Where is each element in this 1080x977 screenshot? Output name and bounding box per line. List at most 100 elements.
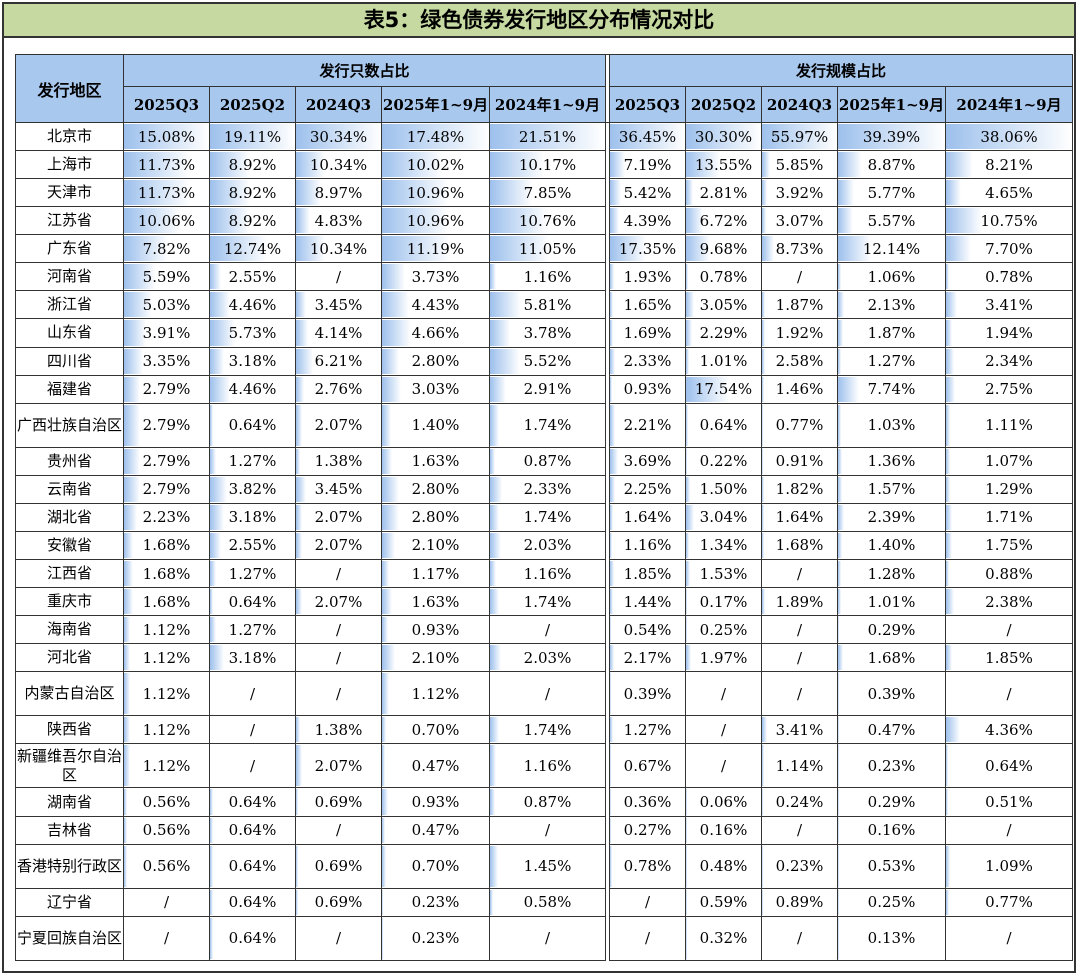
data-bar	[124, 817, 128, 843]
scale-value-cell: /	[685, 671, 762, 717]
region-cell: 江西省	[15, 558, 124, 589]
cell-value: 1.64%	[775, 508, 824, 527]
cell-value: 1.92%	[775, 323, 824, 342]
count-value-cell: 11.19%	[381, 234, 490, 264]
data-bar	[382, 589, 392, 615]
cell-value: 1.71%	[985, 508, 1033, 527]
region-cell: 海南省	[15, 615, 124, 645]
count-value-cell: 2.79%	[123, 446, 210, 476]
count-value-cell: 10.34%	[295, 234, 382, 264]
scale-value-cell: 4.36%	[945, 715, 1073, 745]
data-bar	[946, 504, 952, 530]
scale-value-cell: 0.06%	[685, 787, 762, 817]
scale-value-cell: 3.41%	[761, 715, 838, 745]
cell-value: /	[796, 267, 803, 286]
count-value-cell: 2.03%	[489, 643, 606, 673]
count-value-cell: 0.64%	[209, 843, 296, 889]
data-bar	[610, 589, 613, 615]
data-bar	[838, 124, 945, 150]
scale-column-header: 2025Q3	[609, 86, 686, 123]
cell-value: 1.63%	[411, 592, 460, 611]
region-cell: 江苏省	[15, 206, 124, 236]
data-bar	[838, 789, 839, 815]
cell-value: 1.38%	[314, 720, 363, 739]
scale-value-cell: 0.27%	[609, 815, 686, 845]
cell-value: 8.21%	[985, 155, 1033, 174]
cell-value: 21.51%	[518, 127, 577, 146]
cell-value: 1.27%	[228, 452, 277, 471]
count-value-cell: 3.18%	[209, 502, 296, 532]
data-bar	[210, 504, 225, 530]
count-value-cell: 10.76%	[489, 206, 606, 236]
cell-value: 0.22%	[699, 452, 748, 471]
count-column-header: 2025Q3	[123, 86, 210, 123]
cell-value: 0.54%	[623, 620, 672, 639]
cell-value: 0.69%	[314, 893, 363, 912]
cell-value: /	[335, 929, 342, 948]
table-row: 安徽省 1.68% 2.55% 2.07% 2.10% 2.03% 1.16% 1.34% 1.…	[15, 530, 1073, 560]
cell-value: 10.75%	[980, 211, 1038, 230]
data-bar	[382, 889, 384, 915]
count-value-cell: 1.40%	[381, 402, 490, 448]
cell-value: 1.50%	[699, 480, 748, 499]
cell-value: 0.47%	[411, 821, 460, 840]
data-bar	[382, 320, 411, 346]
scale-value-cell: 1.50%	[685, 474, 762, 504]
cell-value: 0.23%	[411, 929, 460, 948]
scale-value-cell: 8.87%	[837, 150, 946, 180]
scale-value-cell: 5.85%	[761, 150, 838, 180]
cell-value: 0.39%	[623, 684, 672, 703]
cell-value: 1.01%	[867, 592, 916, 611]
region-cell: 宁夏回族自治区	[15, 915, 124, 962]
cell-value: 1.57%	[867, 480, 916, 499]
data-bar	[610, 560, 614, 587]
count-value-cell: 0.64%	[209, 402, 296, 448]
data-bar	[686, 645, 691, 671]
data-bar	[124, 236, 169, 262]
scale-column-header: 2024年1~9月	[945, 86, 1073, 123]
data-bar	[382, 717, 387, 743]
cell-value: 0.56%	[142, 857, 191, 876]
data-bar	[762, 404, 764, 446]
scale-value-cell: 1.01%	[837, 587, 946, 617]
count-value-cell: 0.64%	[209, 815, 296, 845]
cell-value: 2.39%	[867, 508, 916, 527]
cell-value: 1.34%	[699, 536, 748, 555]
count-value-cell: 1.38%	[295, 715, 382, 745]
cell-value: 3.45%	[314, 295, 363, 314]
cell-value: 2.79%	[142, 480, 191, 499]
count-value-cell: /	[209, 671, 296, 717]
data-bar	[490, 320, 511, 346]
table-row: 宁夏回族自治区 / 0.64% / 0.23% / / 0.32% / 0.13% /	[15, 915, 1073, 962]
data-bar	[610, 645, 615, 671]
data-bar	[762, 532, 765, 558]
data-bar	[124, 589, 134, 615]
scale-value-cell: 5.77%	[837, 178, 946, 208]
data-bar	[124, 745, 131, 787]
cell-value: 3.45%	[314, 480, 363, 499]
data-bar	[838, 208, 854, 234]
data-bar	[762, 476, 765, 502]
data-bar	[124, 320, 147, 346]
cell-value: 0.29%	[867, 620, 916, 639]
scale-value-cell: 1.14%	[761, 743, 838, 789]
data-bar	[686, 476, 690, 502]
cell-value: 4.39%	[623, 211, 672, 230]
cell-value: 0.87%	[523, 452, 572, 471]
count-value-cell: 4.83%	[295, 206, 382, 236]
count-value-cell: /	[295, 643, 382, 673]
cell-value: 1.14%	[775, 756, 824, 775]
cell-value: 0.64%	[228, 592, 277, 611]
data-bar	[124, 789, 128, 815]
cell-value: 0.70%	[411, 857, 460, 876]
count-value-cell: 2.79%	[123, 374, 210, 404]
data-bar	[838, 504, 845, 530]
cell-value: 1.97%	[699, 648, 748, 667]
region-cell: 辽宁省	[15, 887, 124, 917]
count-column-header: 2024年1~9月	[489, 86, 606, 123]
cell-value: 10.34%	[309, 155, 368, 174]
cell-value: 3.04%	[699, 508, 748, 527]
data-bar	[296, 476, 306, 502]
cell-value: /	[796, 620, 803, 639]
data-bar	[382, 404, 391, 446]
